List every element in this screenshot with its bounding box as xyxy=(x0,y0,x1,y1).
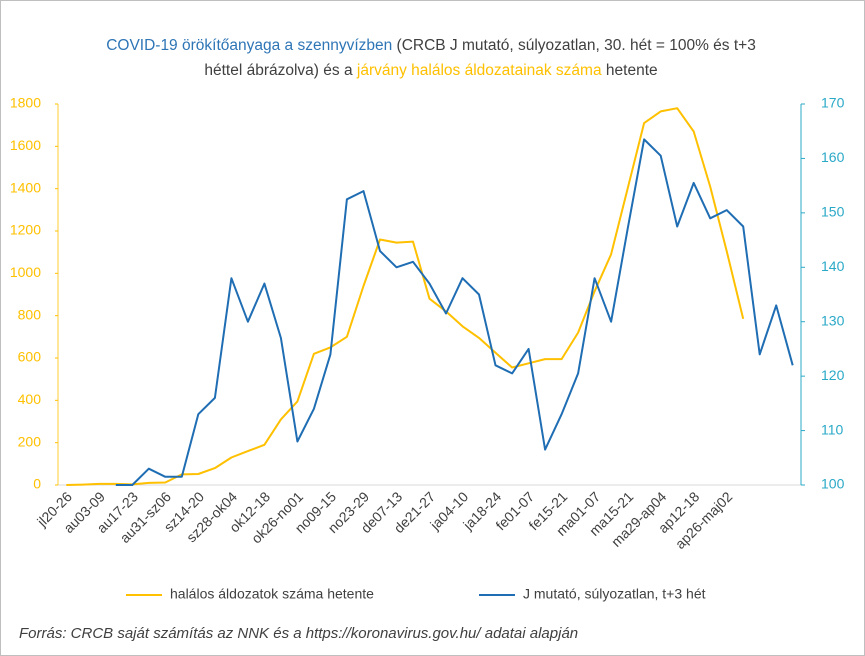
y-tick-label: 400 xyxy=(18,391,42,407)
source-note: Forrás: CRCB saját számítás az NNK és a … xyxy=(19,625,578,642)
y-tick-label: 600 xyxy=(18,349,42,365)
legend-label: halálos áldozatok száma hetente xyxy=(170,586,374,602)
y-tick-label: 1600 xyxy=(10,137,41,153)
y-tick-label: 800 xyxy=(18,306,42,322)
y2-tick-label: 150 xyxy=(821,204,845,220)
y-tick-label: 0 xyxy=(33,476,41,492)
title-part: (CRCB J mutató, súlyozatlan, 30. hét = 1… xyxy=(204,37,761,79)
series-line xyxy=(115,138,794,486)
y2-tick-label: 120 xyxy=(821,367,845,383)
y2-tick-label: 110 xyxy=(821,421,844,437)
y-tick-label: 1800 xyxy=(10,95,41,111)
y2-tick-label: 130 xyxy=(821,312,845,328)
chart-title: COVID-19 örökítőanyaga a szennyvízben (C… xyxy=(91,33,771,83)
title-part: járvány halálos áldozatainak száma xyxy=(356,62,602,79)
title-part: hetente xyxy=(601,62,658,79)
y2-tick-label: 140 xyxy=(821,258,845,274)
y-tick-label: 200 xyxy=(18,433,42,449)
y2-tick-label: 100 xyxy=(821,476,845,492)
title-part: COVID-19 örökítőanyaga a szennyvízben xyxy=(106,37,393,54)
series-line xyxy=(66,107,745,486)
y-tick-label: 1200 xyxy=(10,222,41,238)
y2-tick-label: 170 xyxy=(821,95,845,111)
y-tick-label: 1400 xyxy=(10,179,41,195)
y-tick-label: 1000 xyxy=(10,264,41,280)
legend-label: J mutató, súlyozatlan, t+3 hét xyxy=(523,586,706,602)
y2-tick-label: 160 xyxy=(821,149,845,165)
